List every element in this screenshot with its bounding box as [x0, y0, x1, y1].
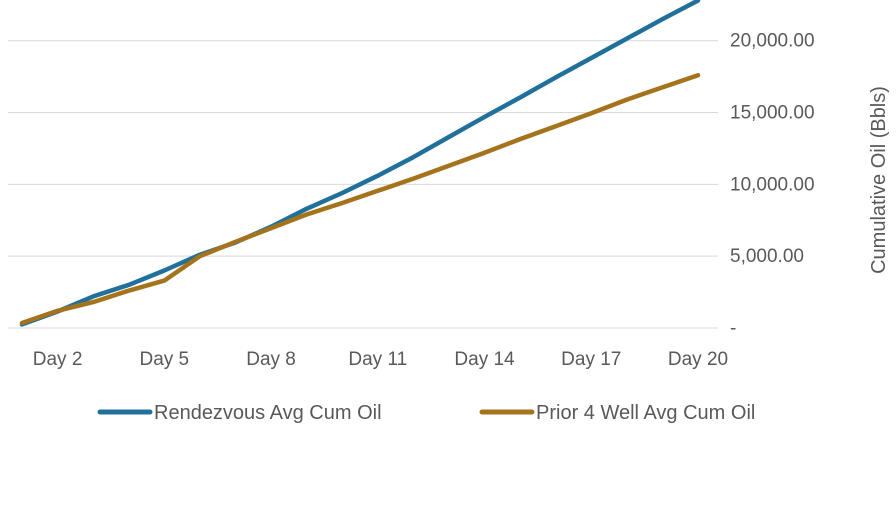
legend-label: Prior 4 Well Avg Cum Oil: [536, 402, 755, 424]
y-axis-title: Cumulative Oil (Bbls): [868, 86, 890, 274]
x-tick-label: Day 14: [454, 349, 515, 370]
x-tick-label: Day 2: [33, 349, 83, 370]
y-tick-label: 20,000.00: [730, 31, 815, 52]
y-tick-label: 15,000.00: [730, 103, 815, 124]
legend: Rendezvous Avg Cum Oil Prior 4 Well Avg C…: [97, 402, 755, 424]
series-line-2: [19, 72, 701, 326]
x-tick-label: Day 8: [246, 349, 296, 370]
y-tick-label: -: [730, 318, 736, 339]
y-tick-label: 5,000.00: [730, 246, 804, 267]
x-tick-label: Day 11: [348, 349, 407, 370]
x-axis-tick-labels: Day 2 Day 5 Day 8 Day 11 Day 14 Day 17 Day 20: [33, 349, 728, 370]
y-tick-label: 10,000.00: [730, 174, 815, 195]
y-axis-tick-labels: - 5,000.00 10,000.00 15,000.00 20,000.00: [730, 31, 815, 339]
series-lines: [19, 0, 701, 327]
x-tick-label: Day 5: [139, 349, 189, 370]
x-tick-label: Day 20: [668, 349, 728, 370]
series-line-1: [19, 0, 701, 327]
x-tick-label: Day 17: [561, 349, 621, 370]
legend-label: Rendezvous Avg Cum Oil: [154, 402, 382, 424]
